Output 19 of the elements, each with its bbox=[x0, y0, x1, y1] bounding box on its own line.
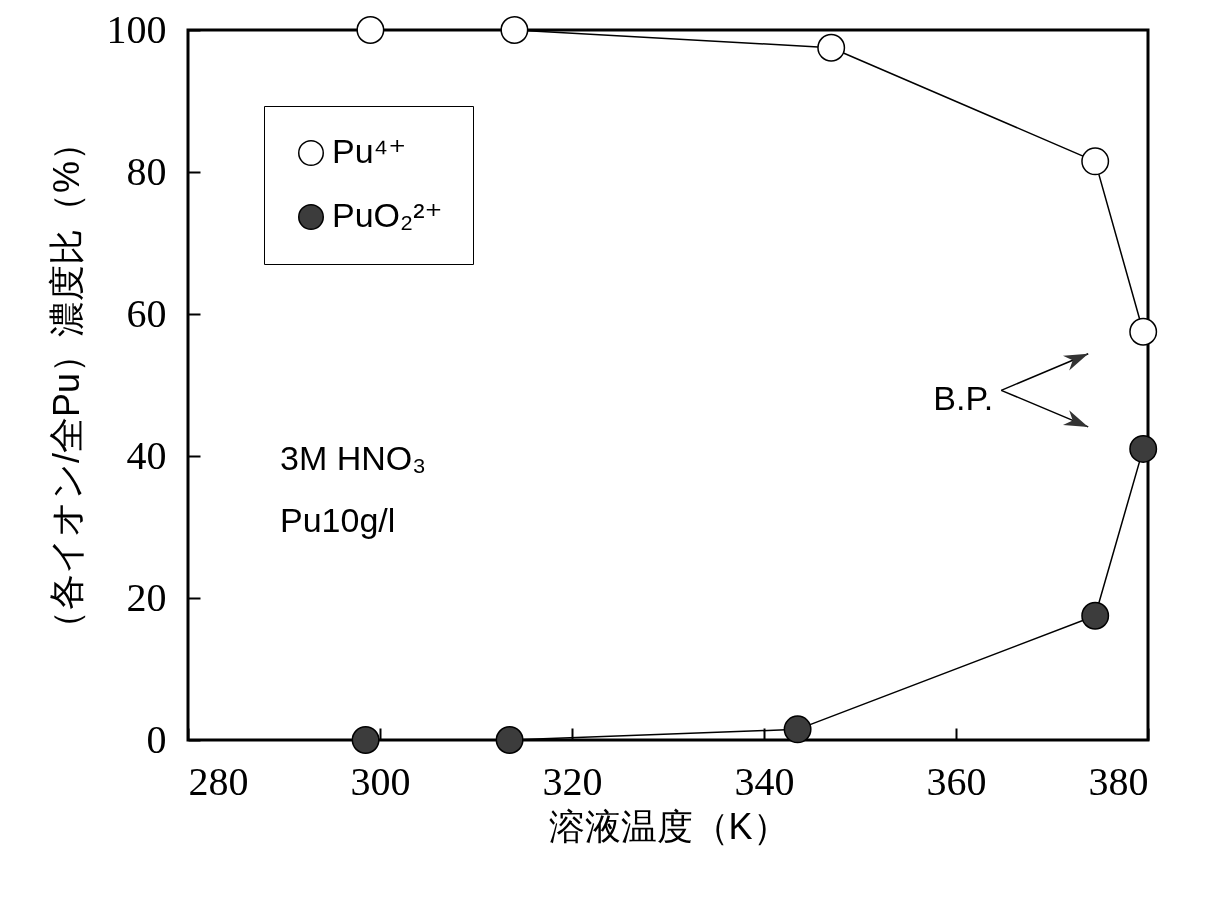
legend-label: Pu⁴⁺ bbox=[332, 132, 407, 170]
y-tick-label: 20 bbox=[126, 574, 167, 620]
x-tick-label: 340 bbox=[734, 758, 795, 804]
annotation: B.P. bbox=[933, 379, 994, 418]
y-tick-label: 0 bbox=[146, 716, 167, 762]
y-tick-label: 40 bbox=[126, 432, 167, 478]
y-tick-label: 80 bbox=[126, 148, 167, 194]
y-tick-label: 100 bbox=[106, 6, 167, 52]
annotation: 3M HNO₃ bbox=[280, 439, 427, 477]
x-tick-label: 360 bbox=[926, 758, 987, 804]
annotation: Pu10g/l bbox=[280, 501, 396, 539]
x-tick-label: 300 bbox=[350, 758, 411, 804]
x-tick-label: 280 bbox=[188, 758, 249, 804]
x-tick-label: 320 bbox=[542, 758, 603, 804]
y-tick-label: 60 bbox=[126, 290, 167, 336]
x-tick-label: 380 bbox=[1088, 758, 1149, 804]
y-axis-title: （各イオン/全Pu）濃度比（%） bbox=[45, 124, 87, 647]
legend-label: PuO₂²⁺ bbox=[332, 196, 443, 234]
x-axis-title: 溶液温度（K） bbox=[548, 805, 789, 847]
